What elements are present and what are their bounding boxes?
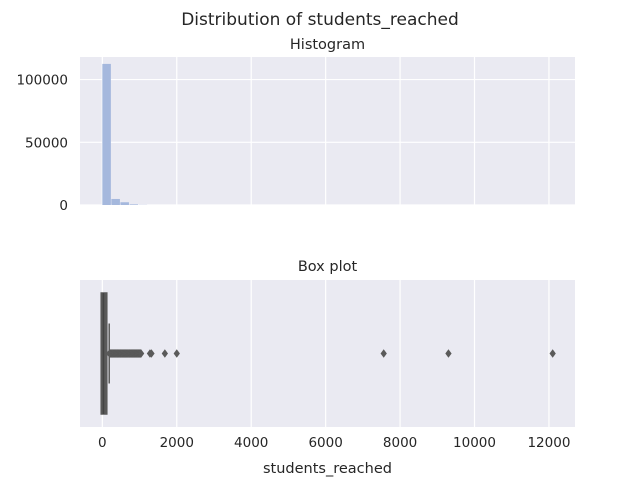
figure-suptitle: Distribution of students_reached	[181, 10, 459, 30]
boxplot-panel: 0 2000 4000 6000 8000 10000 12000 Box plot stu…	[80, 259, 575, 477]
boxplot-outlier	[148, 349, 155, 358]
boxplot-x-tick-label: 0	[98, 435, 107, 451]
boxplot-x-tick-label: 10000	[453, 435, 496, 451]
boxplot-outlier	[380, 349, 387, 358]
boxplot-outlier-dense	[137, 349, 145, 358]
boxplot-x-tick-label: 12000	[527, 435, 570, 451]
histogram-plot-area	[80, 57, 575, 205]
histogram-bar	[129, 204, 139, 205]
boxplot-outlier	[173, 349, 180, 358]
histogram-y-ticks: 0 50000 100000	[16, 73, 68, 214]
boxplot-outlier	[445, 349, 452, 358]
histogram-title: Histogram	[290, 37, 365, 53]
boxplot-x-tick-label: 4000	[234, 435, 268, 451]
histogram-bar	[111, 198, 120, 205]
histogram-y-tick-label: 0	[59, 198, 68, 214]
histogram-bars	[102, 63, 148, 206]
boxplot-outlier	[161, 349, 169, 358]
histogram-bar	[120, 202, 129, 205]
boxplot-title: Box plot	[298, 259, 358, 275]
histogram-y-tick-label: 100000	[16, 73, 68, 89]
boxplot-outlier	[549, 349, 556, 358]
histogram-y-tick-label: 50000	[25, 135, 68, 151]
boxplot-x-tick-label: 8000	[383, 435, 417, 451]
histogram-panel: 0 50000 100000 Histogram	[16, 37, 575, 214]
boxplot-x-ticks: 0 2000 4000 6000 8000 10000 12000	[98, 435, 570, 451]
histogram-bar	[102, 63, 111, 206]
boxplot-x-tick-label: 6000	[308, 435, 342, 451]
boxplot-marks	[100, 292, 556, 415]
boxplot-x-axis-label: students_reached	[263, 461, 392, 477]
histogram-grid	[80, 57, 575, 206]
boxplot-x-tick-label: 2000	[160, 435, 194, 451]
